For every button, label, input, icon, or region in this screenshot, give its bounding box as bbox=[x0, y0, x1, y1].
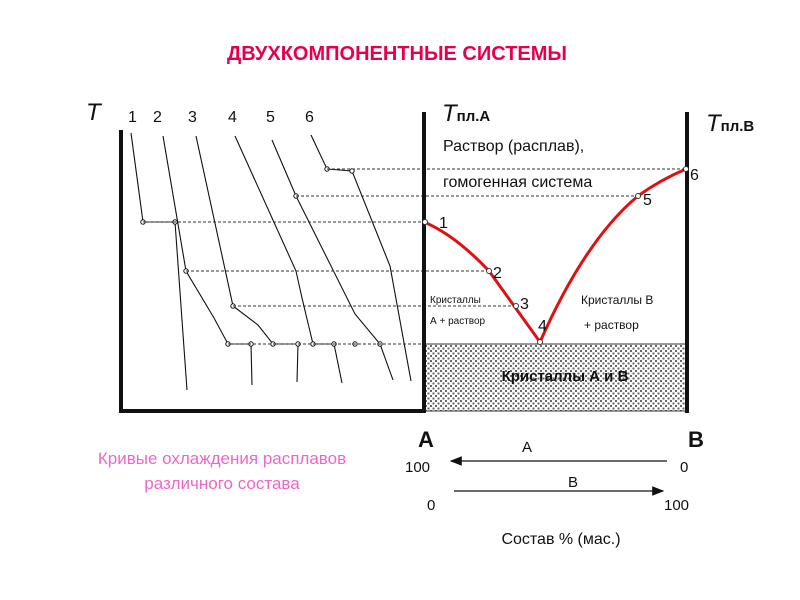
curve-number-5: 5 bbox=[266, 109, 275, 126]
phase-diagram-panel: Кристаллы А и В 1 2 3 4 5 6 Tпл.А Tпл.В bbox=[418, 100, 754, 452]
liquidus-curve-B bbox=[538, 167, 687, 343]
right-region-line1: Кристаллы В bbox=[581, 293, 653, 307]
composition-axis-title: Состав % (мас.) bbox=[501, 531, 620, 548]
component-A-label: А bbox=[418, 427, 434, 452]
cooling-frame bbox=[119, 130, 424, 413]
B-percent-right: 100 bbox=[664, 497, 689, 514]
curve-number-4: 4 bbox=[228, 109, 237, 126]
solid-region bbox=[423, 343, 688, 412]
A-percent-right: 0 bbox=[680, 459, 688, 476]
composition-axis: А 100 0 В 0 100 Состав % (мас.) bbox=[405, 439, 689, 548]
dashed-connectors bbox=[143, 168, 686, 345]
melting-point-A-label: Tпл.А bbox=[442, 100, 490, 127]
phase-point-label-6: 6 bbox=[690, 167, 699, 184]
phase-point-label-2: 2 bbox=[493, 265, 502, 282]
cooling-curve-3 bbox=[195, 135, 299, 383]
arrow-B-label: В bbox=[568, 474, 578, 491]
phase-point-label-3: 3 bbox=[520, 296, 529, 313]
curve-number-3: 3 bbox=[188, 109, 197, 126]
solid-region-label: Кристаллы А и В bbox=[502, 368, 629, 385]
cooling-caption-line2: различного состава bbox=[144, 474, 300, 493]
component-B-label: В bbox=[688, 427, 704, 452]
A-percent-left: 100 bbox=[405, 459, 430, 476]
left-region-line2: А + раствор bbox=[430, 316, 486, 327]
cooling-curve-5 bbox=[271, 139, 394, 381]
right-region-line2: + раствор bbox=[584, 318, 639, 332]
page-title: ДВУХКОМПОНЕНТНЫЕ СИСТЕМЫ bbox=[227, 43, 567, 65]
cooling-caption-line1: Кривые охлаждения расплавов bbox=[98, 449, 346, 468]
cooling-curve-4 bbox=[234, 135, 343, 384]
melting-point-B-label: Tпл.В bbox=[706, 110, 754, 137]
phase-point-label-4: 4 bbox=[538, 318, 547, 335]
melt-region-line2: гомогенная система bbox=[443, 174, 592, 191]
curve-number-2: 2 bbox=[153, 109, 162, 126]
melt-region-line1: Раствор (расплав), bbox=[443, 138, 584, 155]
temperature-axis-label: T bbox=[86, 99, 103, 126]
B-percent-left: 0 bbox=[427, 497, 435, 514]
cooling-curves-panel: T 1 2 3 4 5 6 Кривые охлаждения расплаво… bbox=[86, 99, 424, 493]
left-region-line1: Кристаллы bbox=[430, 295, 481, 306]
curve-number-1: 1 bbox=[128, 109, 137, 126]
cooling-curve-2 bbox=[162, 135, 253, 386]
phase-point-label-5: 5 bbox=[643, 192, 652, 209]
arrow-A-label: А bbox=[522, 439, 532, 456]
curve-number-6: 6 bbox=[305, 109, 314, 126]
cooling-curve-1 bbox=[130, 132, 188, 391]
phase-point-label-1: 1 bbox=[439, 215, 448, 232]
